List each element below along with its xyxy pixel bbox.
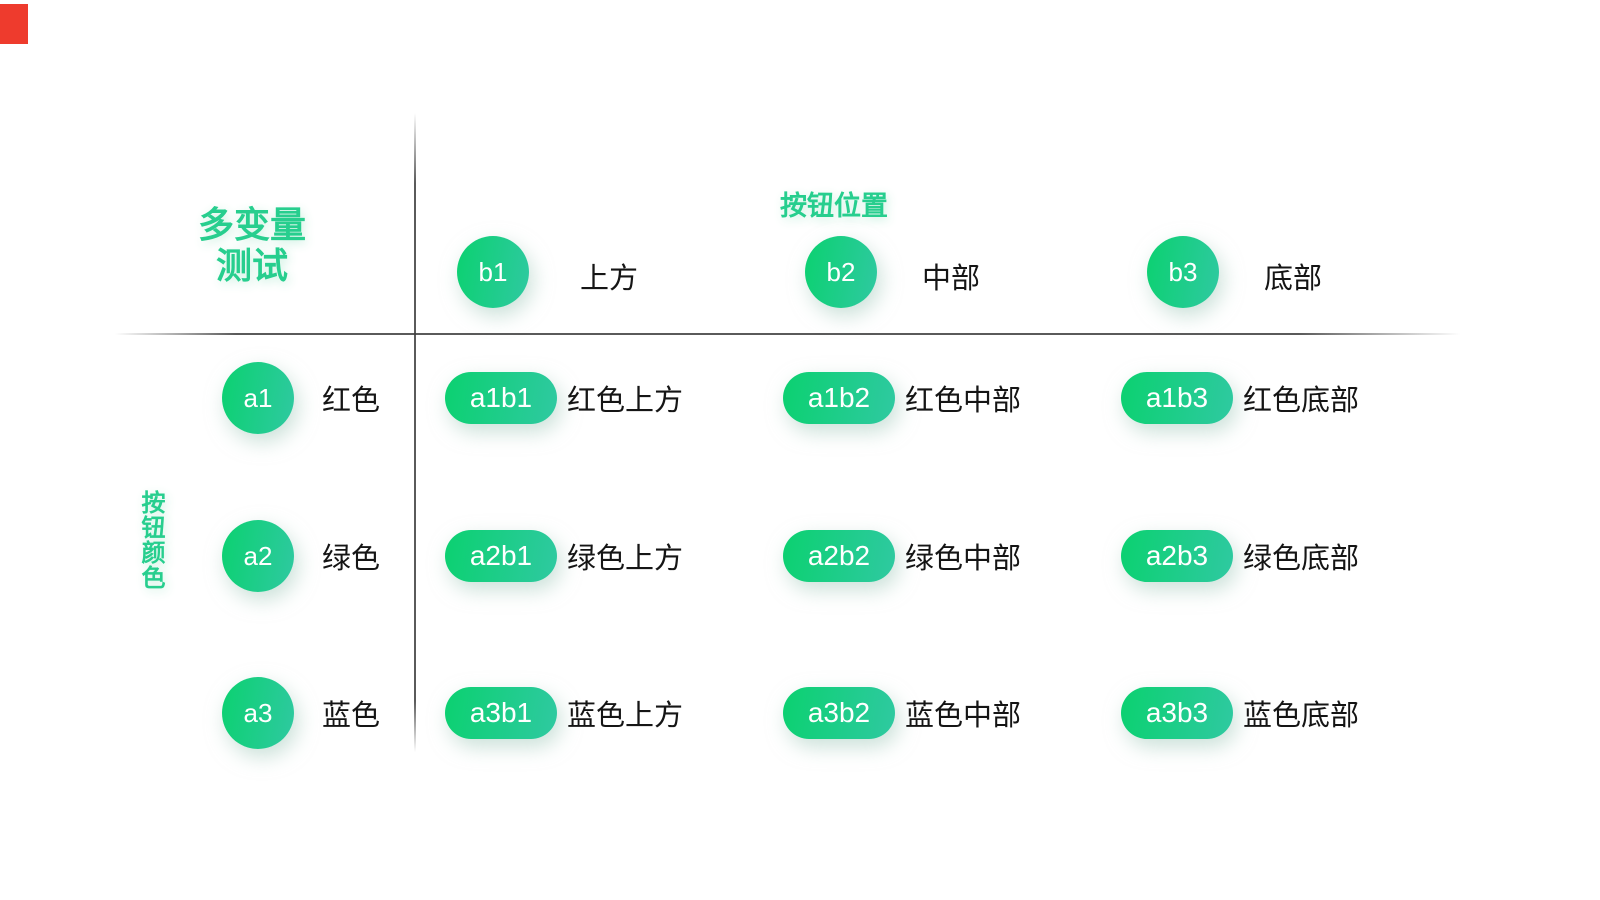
row-button-a2-text: a2: [243, 540, 273, 571]
corner-marker: [0, 4, 28, 44]
cell-button-a1b2-text: a1b2: [807, 382, 871, 413]
title-line1: 多变量: [197, 204, 306, 245]
cell-button-a1b1[interactable]: a1b1: [445, 372, 557, 424]
column-button-b2[interactable]: b2: [805, 236, 877, 308]
cell-label-a3b2: 蓝色中部: [905, 700, 1022, 732]
cell-button-a1b1-text: a1b1: [469, 382, 533, 413]
row-axis-label: 按钮颜色: [137, 490, 164, 590]
cell-button-a1b3-text: a1b3: [1145, 382, 1209, 413]
diagram-title: 多变量 测试: [152, 204, 352, 286]
cell-label-a1b3: 红色底部: [1243, 385, 1360, 417]
cell-label-a3b3: 蓝色底部: [1243, 700, 1360, 732]
cell-button-a2b1-text: a2b1: [469, 540, 533, 571]
cell-label-a2b3: 绿色底部: [1243, 543, 1360, 575]
column-button-b1[interactable]: b1: [457, 236, 529, 308]
row-button-a3[interactable]: a3: [222, 677, 294, 749]
column-button-b2-text: b2: [826, 256, 856, 287]
cell-button-a2b2[interactable]: a2b2: [783, 530, 895, 582]
row-button-a3-text: a3: [243, 697, 273, 728]
cell-label-a2b2: 绿色中部: [905, 543, 1022, 575]
horizontal-divider: [115, 333, 1460, 335]
row-label-a3: 蓝色: [322, 700, 381, 732]
column-button-b3[interactable]: b3: [1147, 236, 1219, 308]
cell-button-a3b1[interactable]: a3b1: [445, 687, 557, 739]
column-button-b1-text: b1: [478, 256, 508, 287]
column-label-b2: 中部: [922, 263, 981, 295]
row-button-a1[interactable]: a1: [222, 362, 294, 434]
cell-button-a3b1-text: a3b1: [469, 697, 533, 728]
cell-button-a2b3[interactable]: a2b3: [1121, 530, 1233, 582]
title-line2: 测试: [215, 245, 288, 286]
column-label-b1: 上方: [580, 263, 639, 295]
row-label-a2: 绿色: [322, 543, 381, 575]
cell-button-a2b1[interactable]: a2b1: [445, 530, 557, 582]
column-axis-label: 按钮位置: [780, 191, 888, 221]
cell-button-a1b3[interactable]: a1b3: [1121, 372, 1233, 424]
row-button-a1-text: a1: [243, 382, 273, 413]
cell-button-a3b2[interactable]: a3b2: [783, 687, 895, 739]
cell-button-a2b3-text: a2b3: [1145, 540, 1209, 571]
cell-label-a1b1: 红色上方: [567, 385, 684, 417]
cell-label-a3b1: 蓝色上方: [567, 700, 684, 732]
row-label-a1: 红色: [322, 385, 381, 417]
column-label-b3: 底部: [1264, 263, 1323, 295]
row-button-a2[interactable]: a2: [222, 520, 294, 592]
cell-button-a3b3-text: a3b3: [1145, 697, 1209, 728]
vertical-divider: [414, 113, 416, 752]
cell-button-a3b3[interactable]: a3b3: [1121, 687, 1233, 739]
cell-button-a2b2-text: a2b2: [807, 540, 871, 571]
cell-button-a1b2[interactable]: a1b2: [783, 372, 895, 424]
cell-label-a1b2: 红色中部: [905, 385, 1022, 417]
cell-label-a2b1: 绿色上方: [567, 543, 684, 575]
column-button-b3-text: b3: [1168, 256, 1198, 287]
cell-button-a3b2-text: a3b2: [807, 697, 871, 728]
